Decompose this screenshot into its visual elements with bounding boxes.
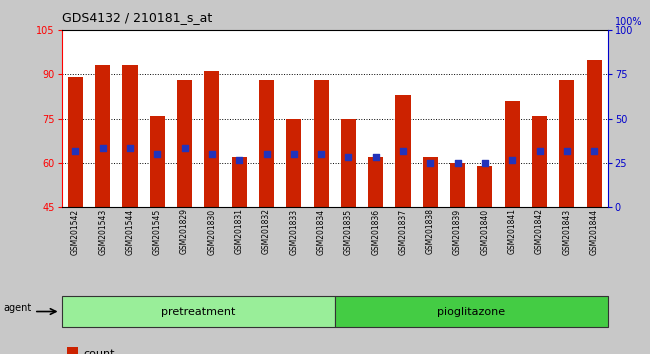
Point [125,145,135,151]
Bar [204,72,220,207]
Bar [67,347,78,354]
Bar [286,119,302,207]
Bar [62,296,335,327]
Bar [313,80,329,207]
Bar [68,77,83,207]
Point [534,148,545,154]
Bar [532,116,547,207]
Text: agent: agent [3,303,31,313]
Point [425,160,436,166]
Bar [368,157,384,207]
Point [207,151,217,157]
Point [452,160,463,166]
Bar [395,95,411,207]
Bar [177,80,192,207]
Text: pretreatment: pretreatment [161,307,235,316]
Bar [586,59,602,207]
Bar [259,80,274,207]
Point [234,157,244,163]
Point [98,145,108,151]
Bar [95,65,110,207]
Point [316,151,326,157]
Point [480,160,490,166]
Point [152,151,162,157]
Point [589,148,599,154]
Text: GDS4132 / 210181_s_at: GDS4132 / 210181_s_at [62,11,212,24]
Bar [450,163,465,207]
Point [370,154,381,160]
Bar [477,166,493,207]
Point [562,148,572,154]
Bar [122,65,138,207]
Point [343,154,354,160]
Bar [341,119,356,207]
Point [70,148,81,154]
Bar [559,80,575,207]
Bar [150,116,165,207]
Text: count: count [84,349,115,354]
Point [261,151,272,157]
Point [398,148,408,154]
Bar [335,296,608,327]
Point [289,151,299,157]
Text: pioglitazone: pioglitazone [437,307,505,316]
Point [507,157,517,163]
Bar [231,157,247,207]
Text: 100%: 100% [615,17,642,27]
Bar [422,157,438,207]
Bar [504,101,520,207]
Point [179,145,190,151]
